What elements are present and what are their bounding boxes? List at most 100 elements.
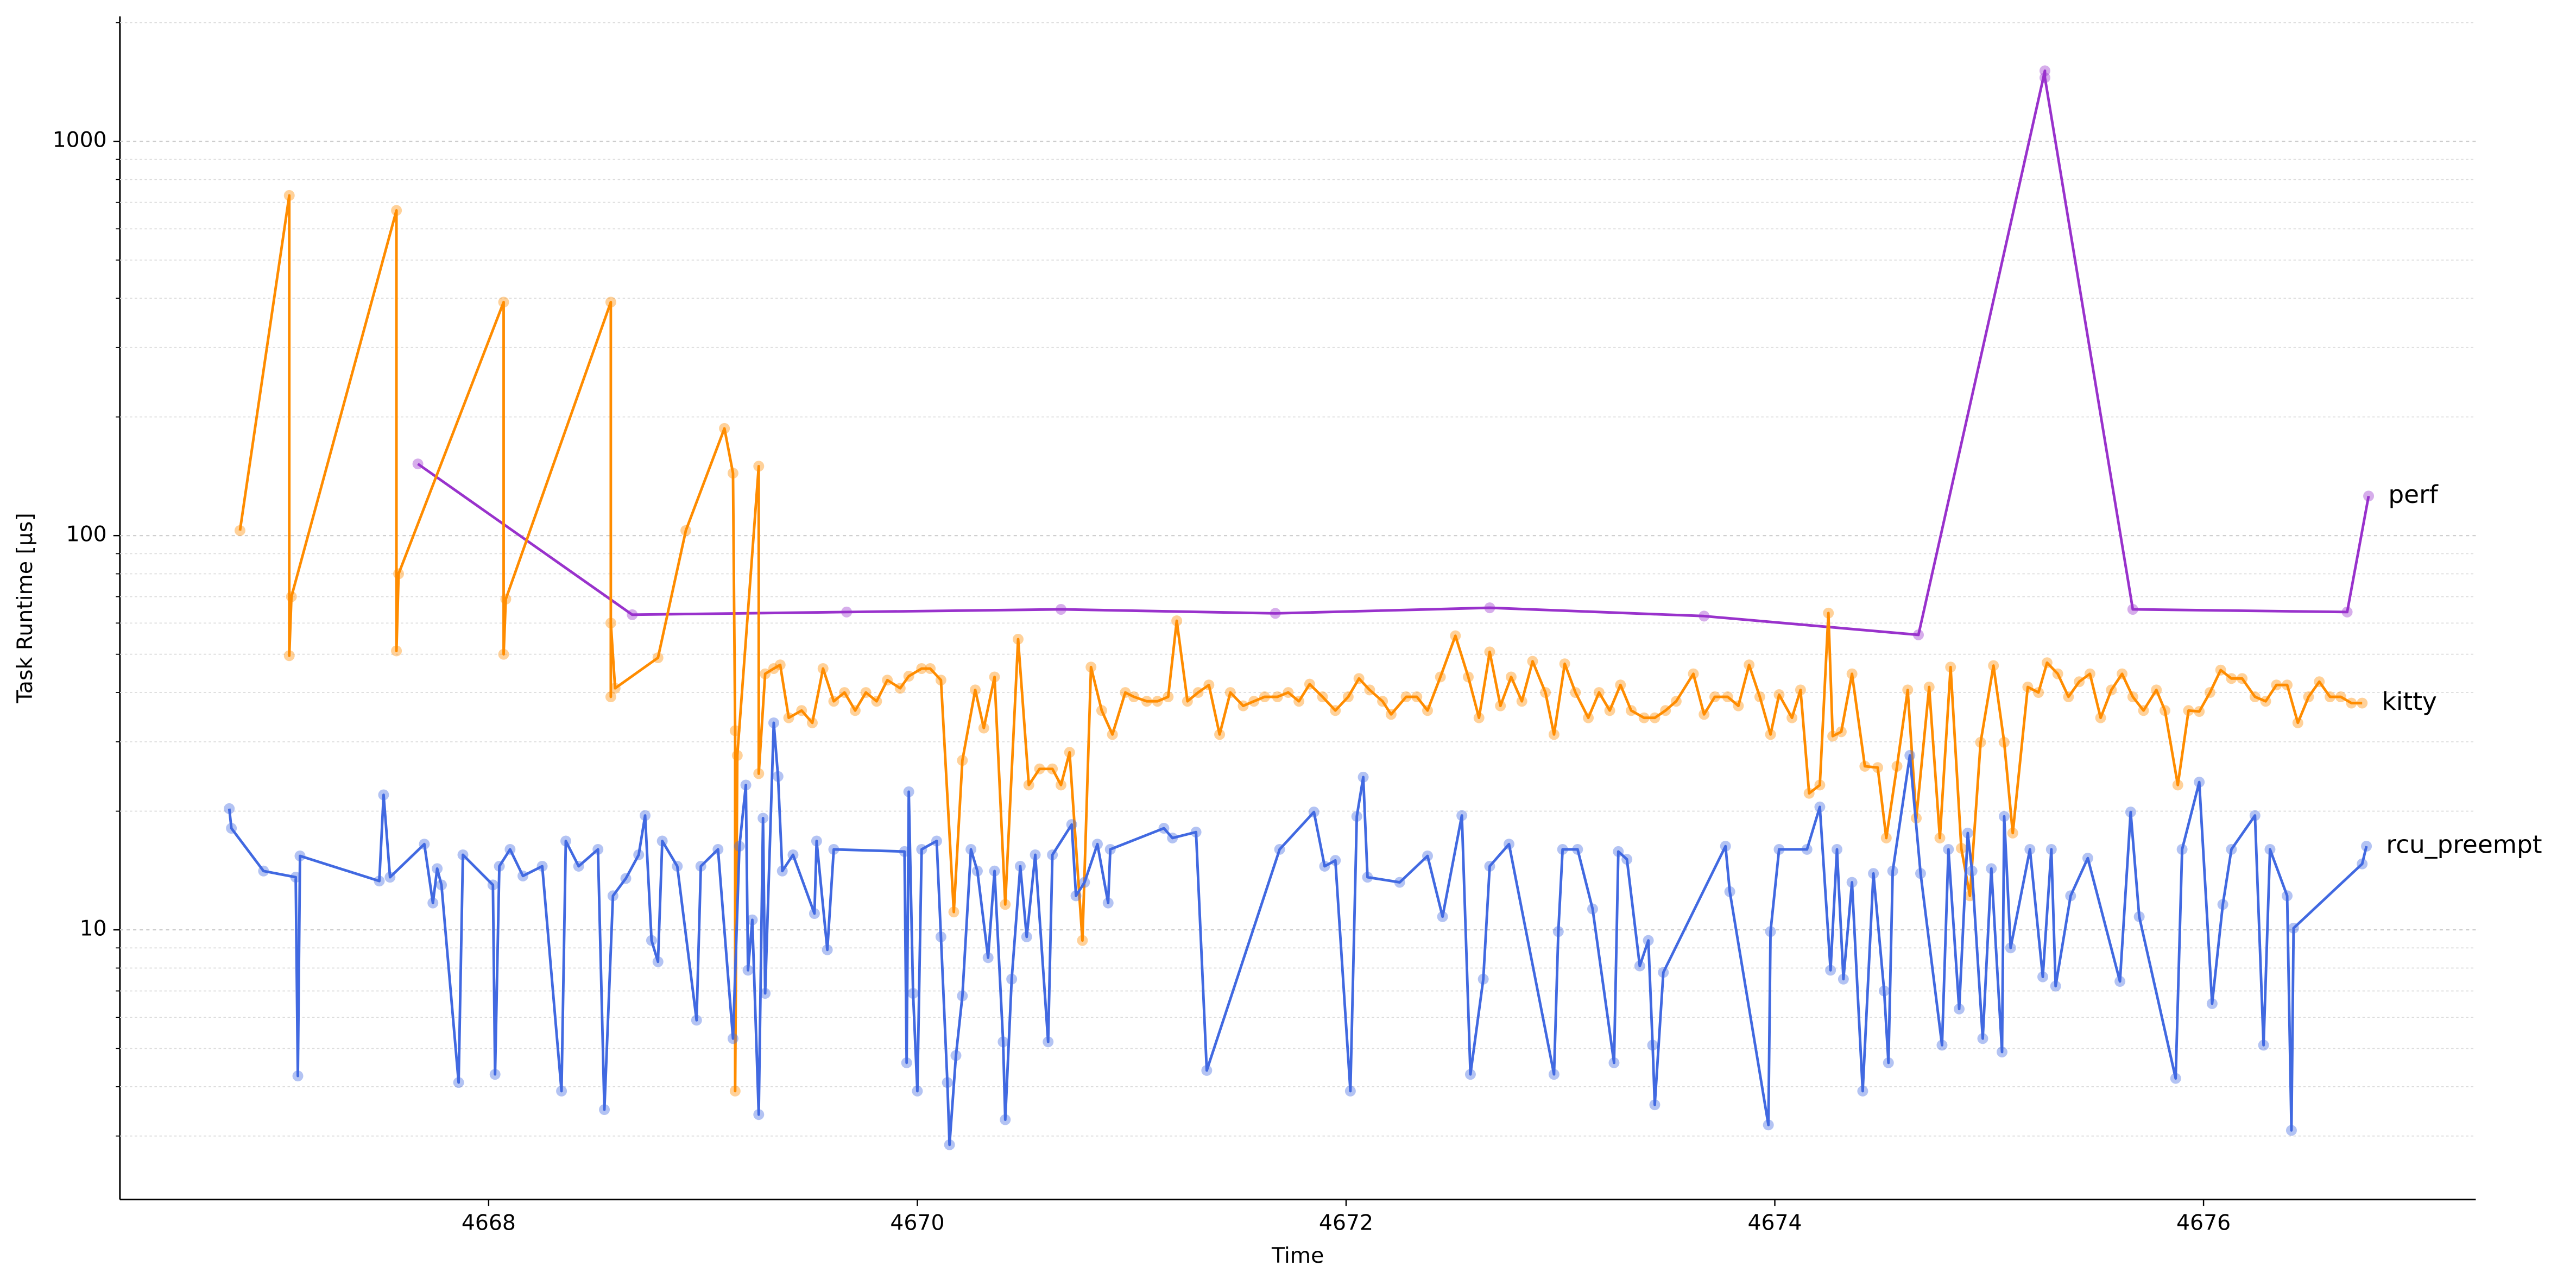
point: [970, 684, 981, 696]
series-line: [238, 194, 2363, 1093]
point: [757, 812, 769, 824]
point: [1955, 842, 1967, 854]
point: [427, 897, 439, 909]
point: [1835, 726, 1847, 738]
point: [760, 988, 771, 999]
point: [753, 1109, 765, 1120]
point: [747, 914, 758, 925]
point: [1643, 935, 1654, 946]
point: [1699, 610, 1710, 622]
point: [487, 879, 498, 891]
point: [768, 663, 779, 674]
point: [453, 1077, 464, 1088]
point: [841, 606, 853, 618]
point: [640, 810, 651, 821]
point: [1085, 662, 1097, 673]
point: [1587, 903, 1598, 915]
point: [1773, 689, 1785, 701]
point: [734, 841, 745, 852]
point: [1943, 843, 1954, 855]
point: [2074, 676, 2085, 688]
point: [1203, 679, 1215, 691]
point: [1527, 656, 1538, 667]
point: [1096, 705, 1107, 716]
point: [517, 870, 529, 881]
point: [2341, 606, 2353, 618]
series-label: perf: [2388, 480, 2438, 509]
point: [2260, 696, 2271, 707]
point: [1308, 807, 1319, 818]
point: [1064, 747, 1075, 758]
point: [1034, 763, 1045, 774]
point: [1998, 811, 2010, 822]
point: [1724, 886, 1735, 897]
point: [457, 849, 469, 860]
point: [2127, 604, 2138, 615]
point: [1977, 1033, 1988, 1044]
point: [1825, 965, 1836, 976]
point: [1364, 684, 1375, 696]
point: [1878, 985, 1890, 997]
point: [944, 1139, 955, 1150]
point: [1795, 684, 1806, 696]
point: [1283, 687, 1294, 698]
point: [982, 952, 994, 963]
point: [1248, 696, 1260, 707]
point: [2194, 777, 2205, 788]
point: [2258, 1040, 2269, 1051]
point: [817, 663, 829, 674]
point: [2204, 687, 2215, 698]
point: [1012, 633, 1024, 645]
point: [1638, 712, 1650, 723]
point: [283, 650, 295, 662]
point: [2282, 890, 2293, 902]
point: [1763, 1119, 1774, 1131]
point: [948, 906, 959, 918]
point: [849, 705, 861, 716]
point: [536, 860, 548, 872]
point: [2264, 843, 2276, 855]
point: [672, 860, 683, 872]
point: [1883, 1057, 1894, 1068]
point: [811, 835, 822, 847]
point: [1913, 629, 1924, 640]
point: [1604, 705, 1615, 716]
point: [1293, 696, 1305, 707]
point: [774, 659, 786, 671]
point: [828, 843, 839, 855]
point: [1104, 843, 1116, 855]
point: [2114, 976, 2126, 987]
point: [378, 789, 389, 801]
point: [560, 835, 571, 847]
point: [753, 768, 765, 779]
point: [1966, 865, 1978, 877]
point: [1557, 843, 1568, 855]
point: [712, 843, 724, 855]
point: [935, 675, 946, 686]
point: [1621, 854, 1633, 865]
point: [860, 687, 872, 698]
point: [1330, 705, 1341, 716]
point: [729, 725, 741, 736]
point: [916, 663, 927, 674]
point: [1986, 863, 1997, 874]
point: [1744, 659, 1755, 671]
point: [283, 190, 295, 201]
point: [680, 525, 692, 536]
point: [2249, 691, 2261, 703]
point: [1272, 691, 1283, 703]
point: [1047, 849, 1058, 860]
point: [839, 687, 850, 698]
point: [2063, 691, 2074, 703]
point: [1021, 931, 1032, 942]
point: [1608, 1057, 1620, 1068]
point: [1495, 700, 1506, 711]
point: [807, 717, 818, 728]
point: [294, 850, 306, 861]
point: [729, 1085, 741, 1097]
point: [599, 1104, 610, 1116]
point: [432, 863, 443, 874]
point: [2357, 858, 2368, 870]
point: [1765, 729, 1776, 740]
point: [1954, 1003, 1965, 1015]
